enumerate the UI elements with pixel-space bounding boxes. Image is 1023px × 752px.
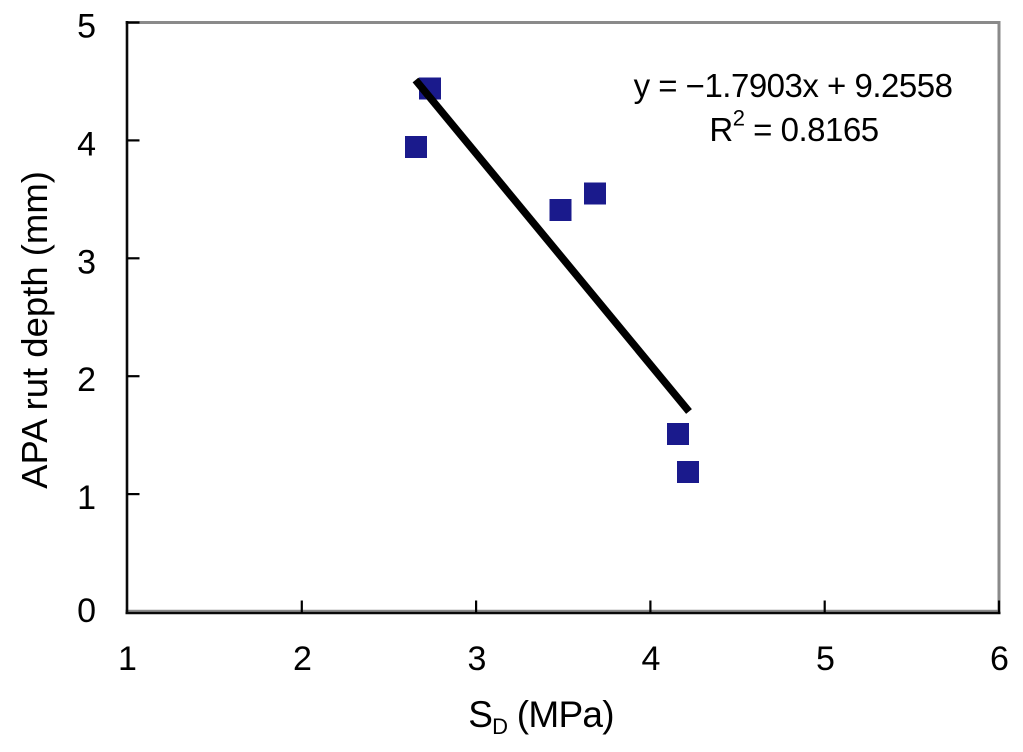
svg-text:6: 6 xyxy=(990,640,1009,678)
svg-text:3: 3 xyxy=(77,243,96,281)
svg-text:1: 1 xyxy=(118,640,137,678)
svg-text:1: 1 xyxy=(77,479,96,517)
svg-text:5: 5 xyxy=(816,640,835,678)
svg-text:0: 0 xyxy=(77,592,96,630)
svg-text:y = −1.7903x + 9.2558: y = −1.7903x + 9.2558 xyxy=(634,67,953,104)
svg-text:5: 5 xyxy=(77,8,96,46)
svg-text:SD (MPa): SD (MPa) xyxy=(468,694,614,739)
svg-text:3: 3 xyxy=(468,640,487,678)
svg-text:4: 4 xyxy=(642,640,661,678)
svg-text:APA rut depth (mm): APA rut depth (mm) xyxy=(14,171,55,489)
svg-text:2: 2 xyxy=(77,361,96,399)
svg-text:2: 2 xyxy=(293,640,312,678)
svg-text:4: 4 xyxy=(77,125,96,163)
